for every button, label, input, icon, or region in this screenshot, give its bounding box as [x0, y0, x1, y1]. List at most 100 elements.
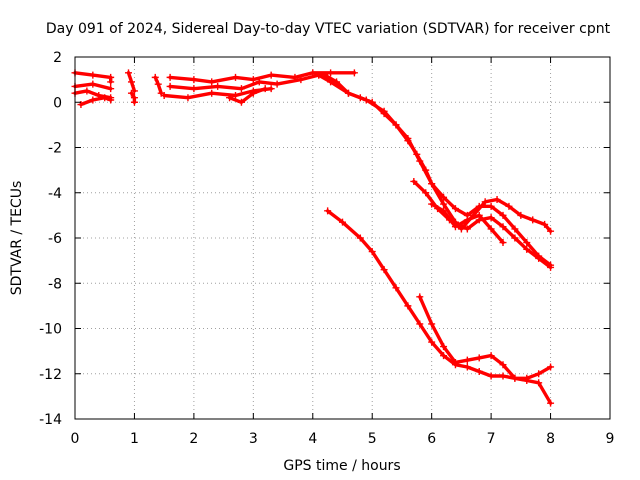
data-point-marker [89, 96, 97, 104]
series-track-q [416, 293, 555, 382]
data-point-marker [463, 363, 471, 371]
y-tick-label: -2 [48, 141, 62, 157]
data-point-marker [392, 284, 400, 292]
data-point-marker [523, 374, 531, 382]
data-point-marker [350, 69, 358, 77]
data-point-marker [89, 80, 97, 88]
data-point-marker [547, 363, 555, 371]
y-tick-label: -6 [48, 231, 62, 247]
data-point-marker [368, 248, 376, 256]
data-point-marker [404, 302, 412, 310]
data-point-marker [160, 91, 168, 99]
data-point-marker [463, 216, 471, 224]
data-point-marker [541, 220, 549, 228]
series-line [168, 71, 357, 84]
data-point-marker [368, 98, 376, 106]
data-point-marker [475, 367, 483, 375]
data-point-marker [232, 91, 239, 99]
series-line [323, 73, 553, 270]
data-point-marker [416, 293, 424, 301]
data-point-marker [249, 76, 257, 84]
data-point-marker [344, 89, 352, 97]
data-point-marker [499, 239, 507, 247]
data-point-marker [107, 85, 115, 93]
data-point-marker [107, 78, 115, 86]
data-point-marker [380, 266, 388, 274]
data-point-marker [499, 372, 507, 380]
data-point-marker [487, 202, 495, 210]
data-point-marker [267, 85, 275, 93]
series-track-k [226, 85, 269, 106]
data-point-marker [440, 207, 448, 215]
x-tick-label: 9 [606, 431, 615, 447]
data-point-marker [125, 69, 132, 77]
data-point-marker [416, 320, 424, 328]
data-point-marker [255, 78, 263, 86]
data-point-marker [487, 352, 495, 360]
x-tick-label: 2 [189, 431, 198, 447]
data-point-marker [451, 205, 459, 213]
data-point-marker [499, 361, 507, 369]
data-point-marker [297, 76, 305, 84]
x-tick-label: 8 [546, 431, 555, 447]
data-point-marker [523, 239, 531, 247]
series-track-f [127, 89, 138, 106]
data-point-marker [214, 82, 222, 90]
y-axis-label: SDTVAR / TECUs [9, 181, 25, 296]
series-line [79, 95, 113, 107]
data-point-marker [321, 71, 329, 79]
data-point-marker [356, 234, 364, 242]
data-point-marker [463, 225, 471, 233]
data-point-marker [487, 225, 495, 233]
data-point-marker [511, 234, 519, 242]
data-point-marker [166, 73, 174, 81]
data-point-marker [154, 80, 162, 88]
data-point-marker [237, 85, 245, 93]
data-point-marker [89, 71, 97, 79]
data-point-marker [151, 73, 159, 81]
data-point-marker [130, 98, 138, 106]
data-point-marker [493, 196, 501, 204]
series-track-d [77, 94, 115, 109]
data-point-marker [499, 211, 507, 219]
x-tick-label: 3 [249, 431, 258, 447]
chart-title: Day 091 of 2024, Sidereal Day-to-day VTE… [46, 21, 611, 37]
data-point-marker [428, 320, 436, 328]
data-point-marker [440, 352, 448, 360]
data-point-marker [166, 82, 174, 90]
data-point-marker [404, 134, 412, 142]
series-group [71, 69, 555, 407]
data-point-marker [547, 263, 555, 271]
data-point-marker [267, 71, 275, 79]
series-line [418, 295, 553, 380]
data-point-marker [523, 245, 531, 253]
data-point-marker [107, 96, 115, 104]
data-point-marker [451, 223, 459, 231]
data-point-marker [475, 211, 483, 219]
data-point-marker [517, 211, 525, 219]
data-point-marker [333, 78, 341, 86]
data-point-marker [475, 354, 483, 362]
y-tick-label: 2 [53, 50, 62, 66]
y-tick-label: -12 [39, 367, 62, 383]
y-tick-label: 0 [53, 95, 62, 111]
x-tick-label: 7 [487, 431, 496, 447]
y-tick-label: -10 [39, 322, 62, 338]
data-point-marker [463, 356, 471, 364]
data-point-marker [273, 80, 281, 88]
x-tick-label: 0 [71, 431, 80, 447]
series-track-o [428, 200, 507, 247]
data-point-marker [190, 76, 198, 84]
data-point-marker [315, 71, 323, 79]
data-point-marker [261, 85, 269, 93]
data-point-marker [535, 254, 543, 262]
y-tick-label: -8 [48, 276, 62, 292]
grid [75, 57, 610, 419]
data-point-marker [440, 200, 448, 208]
data-point-marker [101, 94, 109, 102]
data-point-marker [208, 78, 216, 86]
data-point-marker [487, 214, 495, 222]
data-point-marker [339, 218, 346, 226]
y-tick-labels: 2 0 -2 -4 -6 -8 -10 -12 -14 [39, 50, 62, 428]
